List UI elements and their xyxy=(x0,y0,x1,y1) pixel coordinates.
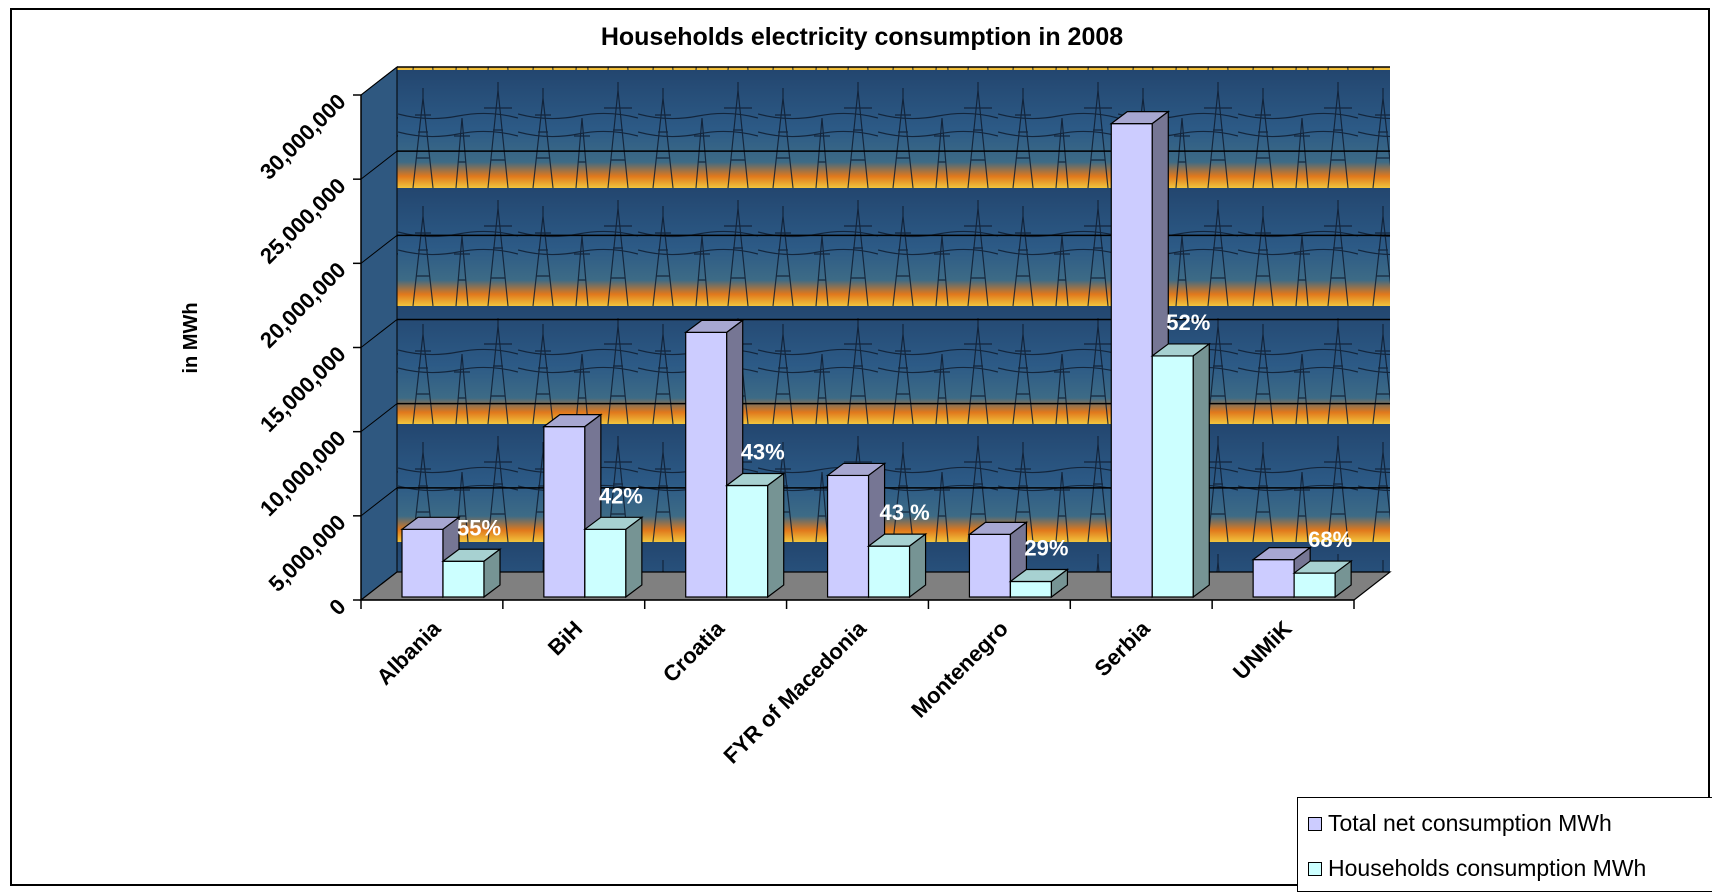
chart-title: Households electricity consumption in 20… xyxy=(601,23,1123,51)
chart-legend: Total net consumption MWh Households con… xyxy=(1297,797,1712,892)
x-tick-label: BiH xyxy=(543,616,587,660)
x-tick-label: Serbia xyxy=(1090,615,1156,681)
data-label: 55% xyxy=(457,515,501,540)
bar-front xyxy=(1110,123,1153,598)
bar-front xyxy=(1252,558,1295,598)
gridline-side xyxy=(360,319,398,348)
y-axis-title: in MWh xyxy=(180,302,202,373)
legend-swatch-households xyxy=(1308,861,1322,876)
legend-swatch-total xyxy=(1308,816,1322,831)
bar-front xyxy=(1293,572,1336,598)
data-label: 43% xyxy=(741,440,785,465)
y-tick-label: 15,000,000 xyxy=(255,341,351,437)
gridline-side xyxy=(360,234,398,264)
y-tick-label: 10,000,000 xyxy=(255,426,351,522)
bar-front xyxy=(401,528,444,598)
data-label: 29% xyxy=(1024,535,1068,560)
bar-side xyxy=(483,548,501,599)
gridline-side xyxy=(360,487,398,517)
gridline-side xyxy=(360,66,398,96)
data-label: 42% xyxy=(599,483,643,508)
bar-side xyxy=(625,516,643,599)
legend-label-total: Total net consumption MWh xyxy=(1328,810,1612,836)
data-label: 43 % xyxy=(879,500,929,525)
y-tick-label: 30,000,000 xyxy=(255,89,351,185)
bar-front xyxy=(543,426,586,598)
legend-item-total: Total net consumption MWh xyxy=(1308,810,1612,837)
x-tick-label: Montenegro xyxy=(906,616,1013,723)
y-tick-label: 5,000,000 xyxy=(264,510,351,597)
data-label: 52% xyxy=(1166,310,1210,335)
gridline-side xyxy=(360,403,398,433)
bar-front xyxy=(867,545,911,598)
bar-front xyxy=(442,560,485,598)
bar-front xyxy=(968,533,1012,598)
bar-front xyxy=(1151,355,1194,598)
bar-front xyxy=(726,484,769,598)
bar-side xyxy=(908,532,927,599)
bar-side xyxy=(1192,342,1210,599)
bar-front xyxy=(1009,580,1053,598)
y-tick-label: 20,000,000 xyxy=(255,257,351,353)
bar-front xyxy=(584,528,627,598)
bar-front xyxy=(685,331,728,598)
bar-front xyxy=(826,474,870,598)
data-label: 68% xyxy=(1308,527,1352,552)
bar-side xyxy=(1334,559,1352,599)
bar-side xyxy=(1050,568,1069,599)
gridline-side xyxy=(360,150,398,180)
y-tick-label: 0 xyxy=(324,594,350,620)
x-tick-label: Albania xyxy=(372,615,446,689)
bar-side xyxy=(767,472,785,599)
legend-item-households: Households consumption MWh xyxy=(1308,855,1646,882)
x-tick-label: FYR of Macedonia xyxy=(719,615,872,768)
x-tick-label: UNMiK xyxy=(1228,616,1297,685)
legend-label-households: Households consumption MWh xyxy=(1328,855,1647,881)
x-tick-label: Croatia xyxy=(658,615,730,687)
y-tick-label: 25,000,000 xyxy=(255,173,351,269)
